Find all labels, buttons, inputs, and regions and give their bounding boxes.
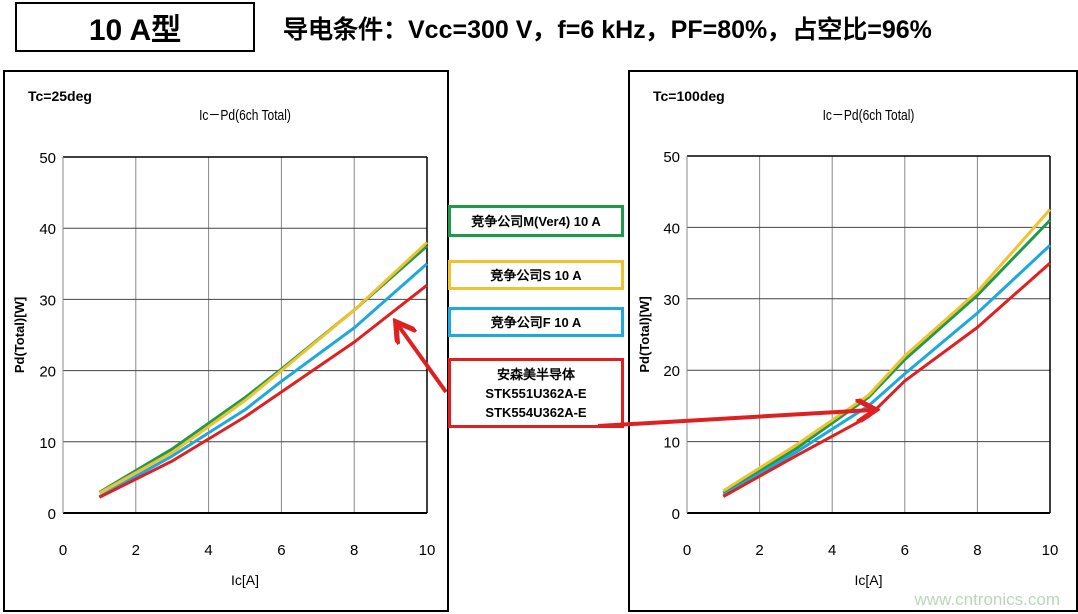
watermark: www.cntronics.com <box>914 590 1060 609</box>
y-tick-label: 0 <box>48 506 56 523</box>
series-line <box>98 283 428 499</box>
series-line <box>722 244 1052 497</box>
y-axis-label: Pd(Total)[W] <box>637 296 652 372</box>
x-tick-label: 10 <box>1042 542 1059 559</box>
condition-label: Tc=25deg <box>28 88 92 104</box>
x-tick-label: 4 <box>204 542 212 559</box>
y-tick-label: 30 <box>39 292 56 309</box>
series-line <box>98 262 428 498</box>
x-axis-label: Ic[A] <box>231 572 259 588</box>
chart-panel-25deg <box>3 70 449 612</box>
y-tick-label: 30 <box>663 292 680 309</box>
y-tick-label: 40 <box>663 220 680 237</box>
y-tick-label: 40 <box>39 221 56 238</box>
y-axis-label: Pd(Total)[W] <box>12 297 27 373</box>
legend-label: 竞争公司F 10 A <box>490 314 582 330</box>
x-axis-label: Ic[A] <box>854 572 882 588</box>
chart-title: Ic－Pd(6ch Total) <box>823 107 915 124</box>
x-tick-label: 6 <box>901 542 909 559</box>
chart-title: Ic－Pd(6ch Total) <box>199 107 291 124</box>
series-line <box>722 261 1051 498</box>
y-tick-label: 50 <box>663 149 680 166</box>
legend-competitor-f: 竞争公司F 10 A <box>448 307 624 337</box>
y-tick-label: 20 <box>39 364 56 381</box>
legend-competitor-s: 竞争公司S 10 A <box>448 260 624 290</box>
x-tick-label: 8 <box>973 542 981 559</box>
x-tick-label: 0 <box>683 542 691 559</box>
y-tick-label: 50 <box>39 150 56 167</box>
y-tick-label: 10 <box>663 435 680 452</box>
legend-competitor-m: 竞争公司M(Ver4) 10 A <box>448 205 624 237</box>
legend-onsemi: 安森美半导体 STK551U362A-E STK554U362A-E <box>448 358 624 428</box>
series-line <box>722 219 1052 495</box>
legend-label: STK551U362A-E <box>485 385 587 401</box>
model-title: 10 A型 <box>15 2 255 52</box>
x-tick-label: 2 <box>132 542 140 559</box>
x-tick-label: 8 <box>350 542 358 559</box>
y-tick-label: 20 <box>663 363 680 380</box>
legend-label: 竞争公司S 10 A <box>490 267 582 283</box>
legend-label: STK554U362A-E <box>485 404 587 420</box>
x-tick-label: 6 <box>277 542 285 559</box>
x-tick-label: 0 <box>59 542 67 559</box>
condition-label: Tc=100deg <box>653 88 725 104</box>
series-line <box>98 241 429 495</box>
x-tick-label: 4 <box>828 542 836 559</box>
y-tick-label: 10 <box>39 435 56 452</box>
y-tick-label: 0 <box>672 506 680 523</box>
legend-label: 竞争公司M(Ver4) 10 A <box>471 213 601 229</box>
x-tick-label: 10 <box>419 542 436 559</box>
x-tick-label: 2 <box>755 542 763 559</box>
legend-label: 安森美半导体 <box>496 366 575 382</box>
series-line <box>722 208 1052 493</box>
chart-panel-100deg <box>628 70 1078 612</box>
series-line <box>98 244 428 494</box>
test-conditions: 导电条件：Vcc=300 V，f=6 kHz，PF=80%，占空比=96% <box>283 16 932 44</box>
